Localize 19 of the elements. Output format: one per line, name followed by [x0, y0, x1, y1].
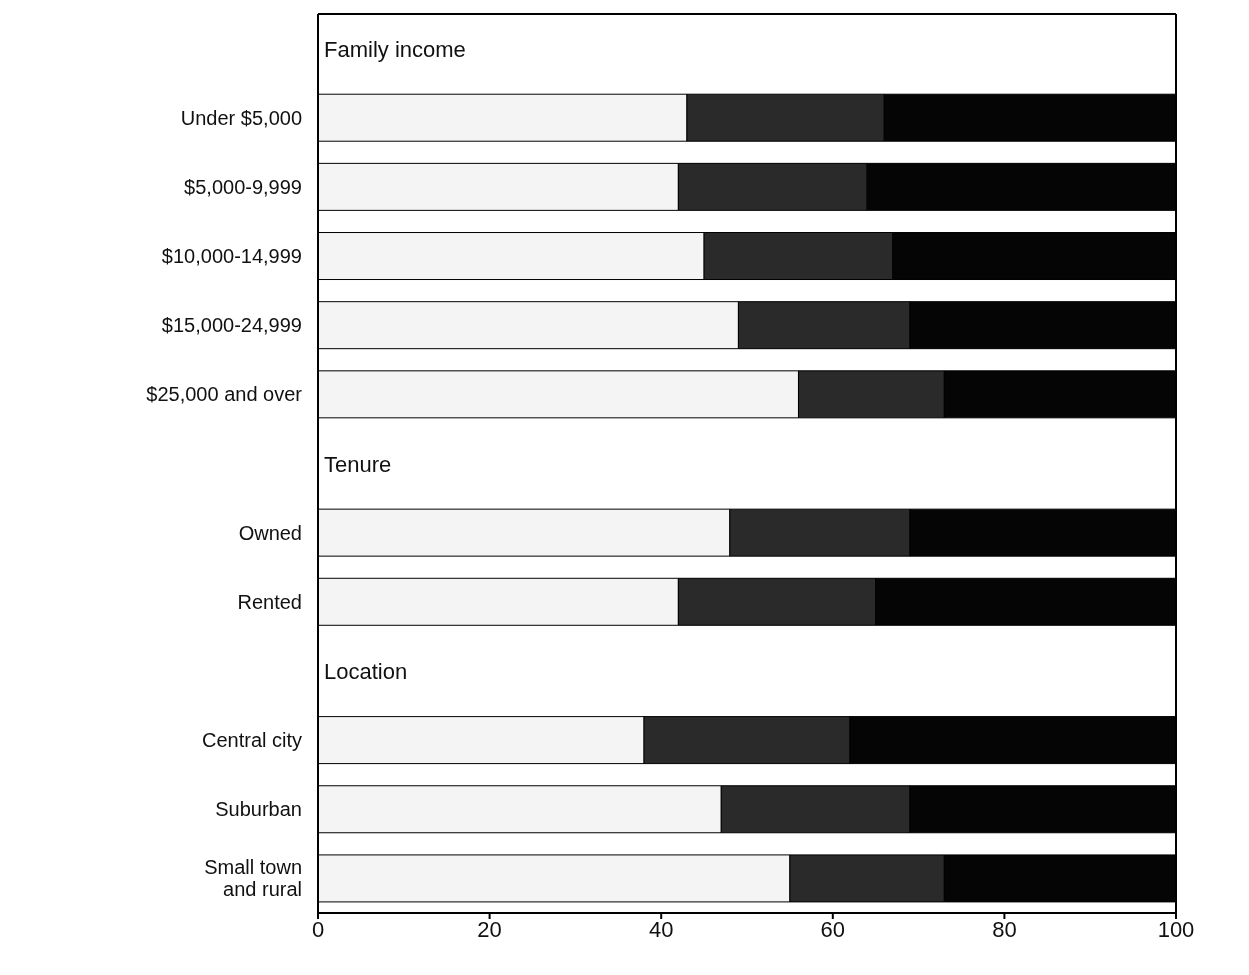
y-tick-label: $5,000-9,999 — [184, 175, 302, 198]
y-tick-label: Location — [324, 658, 408, 684]
x-tick-label: 40 — [648, 916, 674, 942]
y-tick-label: $10,000-14,999 — [161, 245, 302, 268]
y-tick-label: Small town and rural — [204, 856, 302, 901]
y-tick-label: Family income — [324, 36, 466, 62]
y-tick-label: Rented — [237, 590, 302, 613]
y-tick-label: Tenure — [324, 451, 392, 477]
x-tick-label: 20 — [477, 916, 502, 942]
x-tick-label: 100 — [1157, 916, 1195, 942]
y-tick-label: Owned — [238, 521, 302, 544]
x-tick-label: 80 — [992, 916, 1017, 942]
x-tick-label: 60 — [820, 916, 846, 942]
y-tick-label: Suburban — [215, 798, 302, 821]
x-tick-label: 0 — [311, 916, 325, 942]
y-tick-label: Central city — [201, 729, 302, 752]
y-tick-label: $25,000 and over — [146, 383, 303, 406]
y-tick-label: $15,000-24,999 — [161, 314, 302, 337]
y-tick-label: Under $5,000 — [180, 106, 302, 129]
